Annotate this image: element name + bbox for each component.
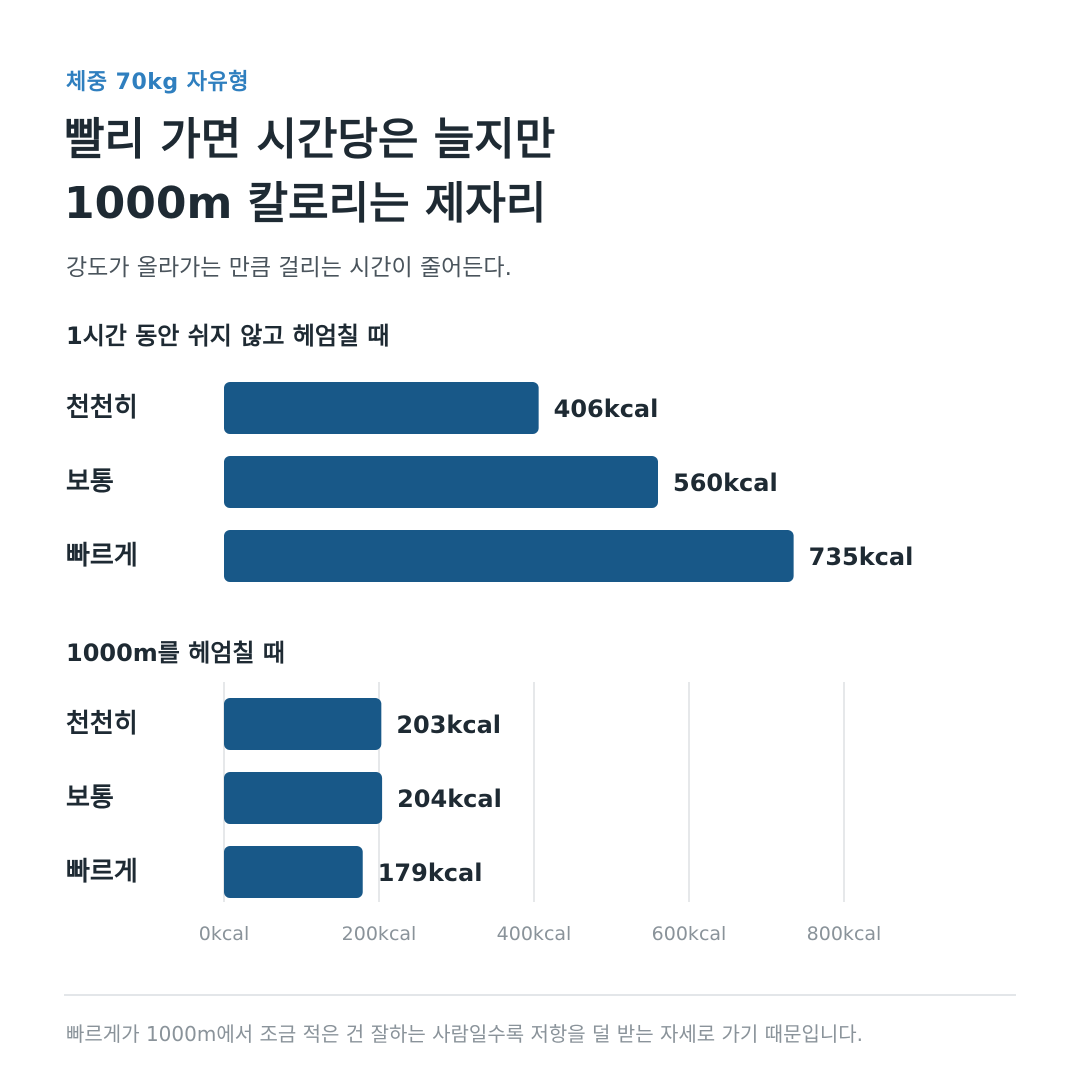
chart2-bar xyxy=(224,698,382,750)
chart1-value-label: 560kcal xyxy=(673,469,778,497)
chart2-title: 1000m를 헤엄칠 때 xyxy=(66,639,285,667)
chart2-bar xyxy=(224,772,383,824)
chart2-bar xyxy=(224,846,363,898)
page-title: 빨리 가면 시간당은 늘지만 1000m 칼로리는 제자리 xyxy=(64,108,555,236)
x-tick-label: 0kcal xyxy=(199,923,249,945)
chart2-row-label: 빠르게 xyxy=(66,857,138,887)
chart1-title: 1시간 동안 쉬지 않고 헤엄칠 때 xyxy=(66,322,390,350)
subtitle: 강도가 올라가는 만큼 걸리는 시간이 줄어든다. xyxy=(66,255,512,281)
divider xyxy=(64,994,1016,996)
x-tick-label: 600kcal xyxy=(652,923,727,945)
chart1-value-label: 406kcal xyxy=(554,395,659,423)
footnote: 빠르게가 1000m에서 조금 적은 건 잘하는 사람일수록 저항을 덜 받는 … xyxy=(66,1022,864,1046)
title-line-2: 1000m 칼로리는 제자리 xyxy=(64,178,547,229)
chart1-row-label: 천천히 xyxy=(66,393,138,423)
chart1-value-label: 735kcal xyxy=(809,543,914,571)
chart2-value-label: 204kcal xyxy=(397,785,502,813)
chart1-row-label: 보통 xyxy=(66,467,114,497)
chart1-bar xyxy=(224,382,539,434)
title-line-1: 빨리 가면 시간당은 늘지만 xyxy=(64,114,556,165)
x-tick-label: 800kcal xyxy=(807,923,882,945)
chart2-row-label: 보통 xyxy=(66,783,114,813)
chart1-bar xyxy=(224,456,658,508)
x-tick-label: 200kcal xyxy=(342,923,417,945)
chart2-value-label: 203kcal xyxy=(396,711,501,739)
chart1-bar xyxy=(224,530,794,582)
chart2-row-label: 천천히 xyxy=(66,709,138,739)
chart2-value-label: 179kcal xyxy=(378,859,483,887)
x-tick-label: 400kcal xyxy=(497,923,572,945)
chart1-row-label: 빠르게 xyxy=(66,541,138,571)
eyebrow-label: 체중 70kg 자유형 xyxy=(66,70,250,95)
